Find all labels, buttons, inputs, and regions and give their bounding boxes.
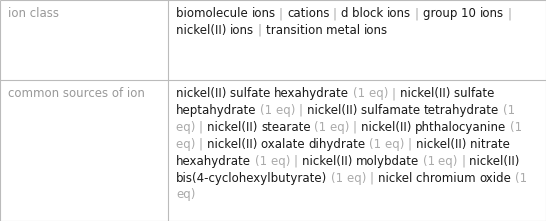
Text: eq): eq)	[438, 155, 461, 168]
Text: |: |	[461, 155, 470, 168]
Text: ions: ions	[387, 7, 412, 20]
Text: transition: transition	[266, 24, 327, 37]
Text: |: |	[299, 104, 307, 117]
Text: 10: 10	[461, 7, 480, 20]
Text: (1: (1	[255, 155, 271, 168]
Text: phthalocyanine: phthalocyanine	[416, 121, 507, 134]
Text: nickel(II): nickel(II)	[400, 87, 454, 100]
Text: |: |	[392, 87, 400, 100]
Text: nitrate: nitrate	[470, 138, 514, 151]
Text: eq): eq)	[330, 121, 353, 134]
Text: metal: metal	[327, 24, 364, 37]
Text: heptahydrate: heptahydrate	[176, 104, 257, 117]
Text: |: |	[199, 121, 207, 134]
Text: oxide: oxide	[479, 171, 511, 185]
Text: tetrahydrate: tetrahydrate	[424, 104, 499, 117]
Text: (1: (1	[511, 121, 526, 134]
Text: nickel(II): nickel(II)	[416, 138, 470, 151]
Text: eq): eq)	[347, 171, 370, 185]
Text: |: |	[353, 121, 361, 134]
Text: nickel(II): nickel(II)	[176, 24, 230, 37]
Text: |: |	[334, 7, 341, 20]
Text: nickel(II): nickel(II)	[207, 121, 261, 134]
Text: ion class: ion class	[8, 7, 59, 20]
Text: ions: ions	[364, 24, 388, 37]
Text: ions: ions	[480, 7, 504, 20]
Text: (1: (1	[369, 138, 385, 151]
Text: oxalate: oxalate	[261, 138, 308, 151]
Text: bis(4-cyclohexylbutyrate): bis(4-cyclohexylbutyrate)	[176, 171, 327, 185]
Text: |: |	[258, 24, 266, 37]
Text: |: |	[294, 155, 301, 168]
Text: nickel(II): nickel(II)	[176, 87, 230, 100]
Text: d: d	[341, 7, 352, 20]
Text: hexahydrate: hexahydrate	[176, 155, 251, 168]
Text: nickel(II): nickel(II)	[361, 121, 416, 134]
Text: eq): eq)	[369, 87, 392, 100]
Text: |: |	[416, 7, 423, 20]
Text: ions: ions	[230, 24, 254, 37]
Text: nickel: nickel	[378, 171, 416, 185]
Text: sulfate: sulfate	[454, 87, 498, 100]
Text: group: group	[423, 7, 461, 20]
Text: eq): eq)	[176, 188, 195, 201]
Text: hexahydrate: hexahydrate	[274, 87, 349, 100]
Text: (1: (1	[331, 171, 347, 185]
Text: (1: (1	[260, 104, 276, 117]
Text: (1: (1	[515, 171, 531, 185]
Text: nickel(II): nickel(II)	[470, 155, 524, 168]
Text: eq): eq)	[271, 155, 294, 168]
Text: stearate: stearate	[261, 121, 311, 134]
Text: sulfamate: sulfamate	[361, 104, 424, 117]
Text: eq): eq)	[276, 104, 299, 117]
Text: molybdate: molybdate	[355, 155, 419, 168]
Text: (1: (1	[314, 121, 330, 134]
Text: eq): eq)	[385, 138, 408, 151]
Text: eq): eq)	[176, 138, 199, 151]
Text: nickel(II): nickel(II)	[207, 138, 261, 151]
Text: eq): eq)	[176, 121, 199, 134]
Text: nickel(II): nickel(II)	[301, 155, 355, 168]
Text: nickel(II): nickel(II)	[307, 104, 361, 117]
Text: common sources of ion: common sources of ion	[8, 87, 145, 100]
Text: |: |	[199, 138, 207, 151]
Text: |: |	[508, 7, 515, 20]
Text: sulfate: sulfate	[230, 87, 274, 100]
Text: (1: (1	[423, 155, 438, 168]
Text: block: block	[352, 7, 387, 20]
Text: biomolecule: biomolecule	[176, 7, 252, 20]
Text: |: |	[280, 7, 287, 20]
Text: (1: (1	[353, 87, 369, 100]
Text: chromium: chromium	[416, 171, 479, 185]
Text: dihydrate: dihydrate	[308, 138, 365, 151]
Text: |: |	[408, 138, 416, 151]
Text: (1: (1	[503, 104, 519, 117]
Text: ions: ions	[252, 7, 276, 20]
Text: |: |	[370, 171, 378, 185]
Text: cations: cations	[287, 7, 330, 20]
